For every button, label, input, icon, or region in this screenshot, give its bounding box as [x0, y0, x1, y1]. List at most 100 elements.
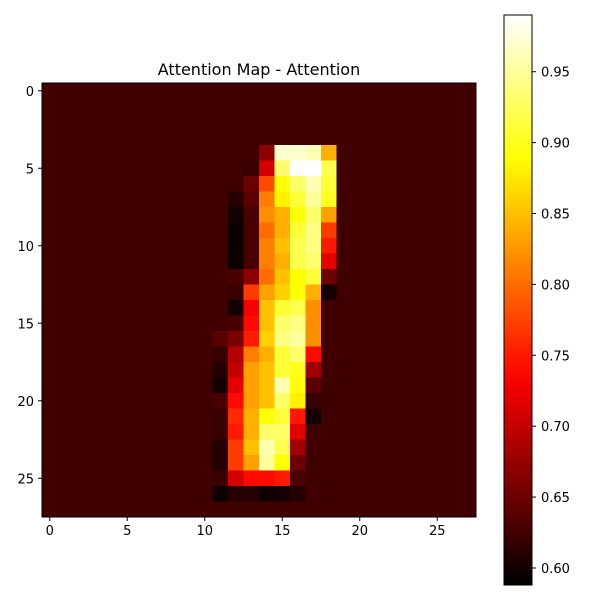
heatmap-cell [212, 145, 229, 161]
heatmap-cell [104, 455, 120, 471]
colorbar-tick-label: 0.75 [541, 349, 570, 364]
heatmap-cell [181, 300, 198, 316]
heatmap-cell [243, 486, 260, 502]
heatmap-cell [367, 160, 384, 177]
heatmap-cell [259, 362, 275, 378]
heatmap-cell [460, 362, 477, 378]
heatmap-cell [181, 222, 198, 239]
heatmap-cell [42, 238, 58, 254]
heatmap-cell [321, 129, 337, 146]
heatmap-cell [119, 129, 136, 146]
heatmap-cell [197, 300, 213, 316]
heatmap-cell [135, 408, 151, 425]
heatmap-cell [150, 145, 167, 161]
heatmap-cell [104, 222, 120, 239]
colorbar-gradient [503, 14, 533, 586]
heatmap-cell [414, 408, 430, 425]
heatmap-cell [243, 455, 260, 471]
heatmap-cell [119, 501, 136, 518]
heatmap-cell [135, 501, 151, 518]
heatmap-cell [259, 160, 275, 177]
heatmap-cell [321, 362, 337, 378]
heatmap-cell [181, 331, 198, 347]
heatmap-cell [367, 83, 384, 99]
heatmap-cell [367, 129, 384, 146]
heatmap-cell [150, 284, 167, 301]
heatmap-cell [243, 191, 260, 208]
heatmap-cell [166, 207, 182, 223]
heatmap-cell [42, 501, 58, 518]
heatmap-cell [414, 284, 430, 301]
heatmap-cell [57, 129, 74, 146]
heatmap-cell [73, 377, 89, 394]
heatmap-cell [352, 269, 368, 285]
heatmap-cell [367, 439, 384, 456]
heatmap-cell [305, 238, 322, 254]
heatmap-cell [181, 191, 198, 208]
heatmap-cell [150, 269, 167, 285]
heatmap-cell [119, 377, 136, 394]
heatmap-cell [259, 191, 275, 208]
heatmap-cell [166, 408, 182, 425]
heatmap-cell [290, 346, 306, 363]
heatmap-cell [181, 129, 198, 146]
heatmap-cell [398, 393, 415, 409]
heatmap-cell [88, 160, 105, 177]
heatmap-cell [259, 346, 275, 363]
heatmap-cell [88, 284, 105, 301]
heatmap-cell [228, 145, 244, 161]
heatmap-cell [243, 346, 260, 363]
heatmap-cell [414, 129, 430, 146]
heatmap-cell [367, 501, 384, 518]
heatmap-cell [429, 408, 446, 425]
heatmap-cell [197, 222, 213, 239]
heatmap-cell [135, 98, 151, 115]
heatmap-cell [305, 114, 322, 130]
heatmap-cell [445, 222, 461, 239]
x-tick-label: 0 [46, 524, 54, 539]
heatmap-cell [460, 300, 477, 316]
heatmap-cell [228, 470, 244, 487]
heatmap-cell [88, 191, 105, 208]
heatmap-cell [336, 160, 353, 177]
heatmap-cell [367, 207, 384, 223]
heatmap-cell [305, 269, 322, 285]
heatmap-cell [150, 160, 167, 177]
heatmap-cell [197, 346, 213, 363]
heatmap-cell [212, 377, 229, 394]
x-tick-label: 10 [196, 524, 213, 539]
heatmap-cell [88, 393, 105, 409]
heatmap-cell [367, 269, 384, 285]
heatmap-cell [243, 222, 260, 239]
heatmap-cell [104, 284, 120, 301]
heatmap-cell [460, 129, 477, 146]
heatmap-cell [445, 455, 461, 471]
heatmap-cell [150, 238, 167, 254]
heatmap-cell [57, 300, 74, 316]
heatmap-cell [352, 238, 368, 254]
heatmap-cell [352, 176, 368, 192]
heatmap-cell [212, 269, 229, 285]
heatmap-cell [104, 129, 120, 146]
heatmap-cell [104, 253, 120, 270]
heatmap-cell [274, 315, 291, 332]
heatmap-cell [367, 315, 384, 332]
heatmap-cell [104, 145, 120, 161]
heatmap-cell [135, 160, 151, 177]
heatmap-cell [352, 486, 368, 502]
heatmap-cell [228, 300, 244, 316]
heatmap-cell [352, 439, 368, 456]
heatmap-cell [321, 83, 337, 99]
heatmap-cell [228, 83, 244, 99]
heatmap-cell [150, 439, 167, 456]
heatmap-cell [228, 486, 244, 502]
heatmap-cell [57, 315, 74, 332]
heatmap-cell [414, 377, 430, 394]
heatmap-cell [290, 98, 306, 115]
y-tick-label: 0 [26, 85, 34, 100]
heatmap-cell [197, 439, 213, 456]
heatmap-cell [429, 253, 446, 270]
heatmap-cell [352, 129, 368, 146]
heatmap-cell [243, 470, 260, 487]
heatmap-cell [460, 346, 477, 363]
